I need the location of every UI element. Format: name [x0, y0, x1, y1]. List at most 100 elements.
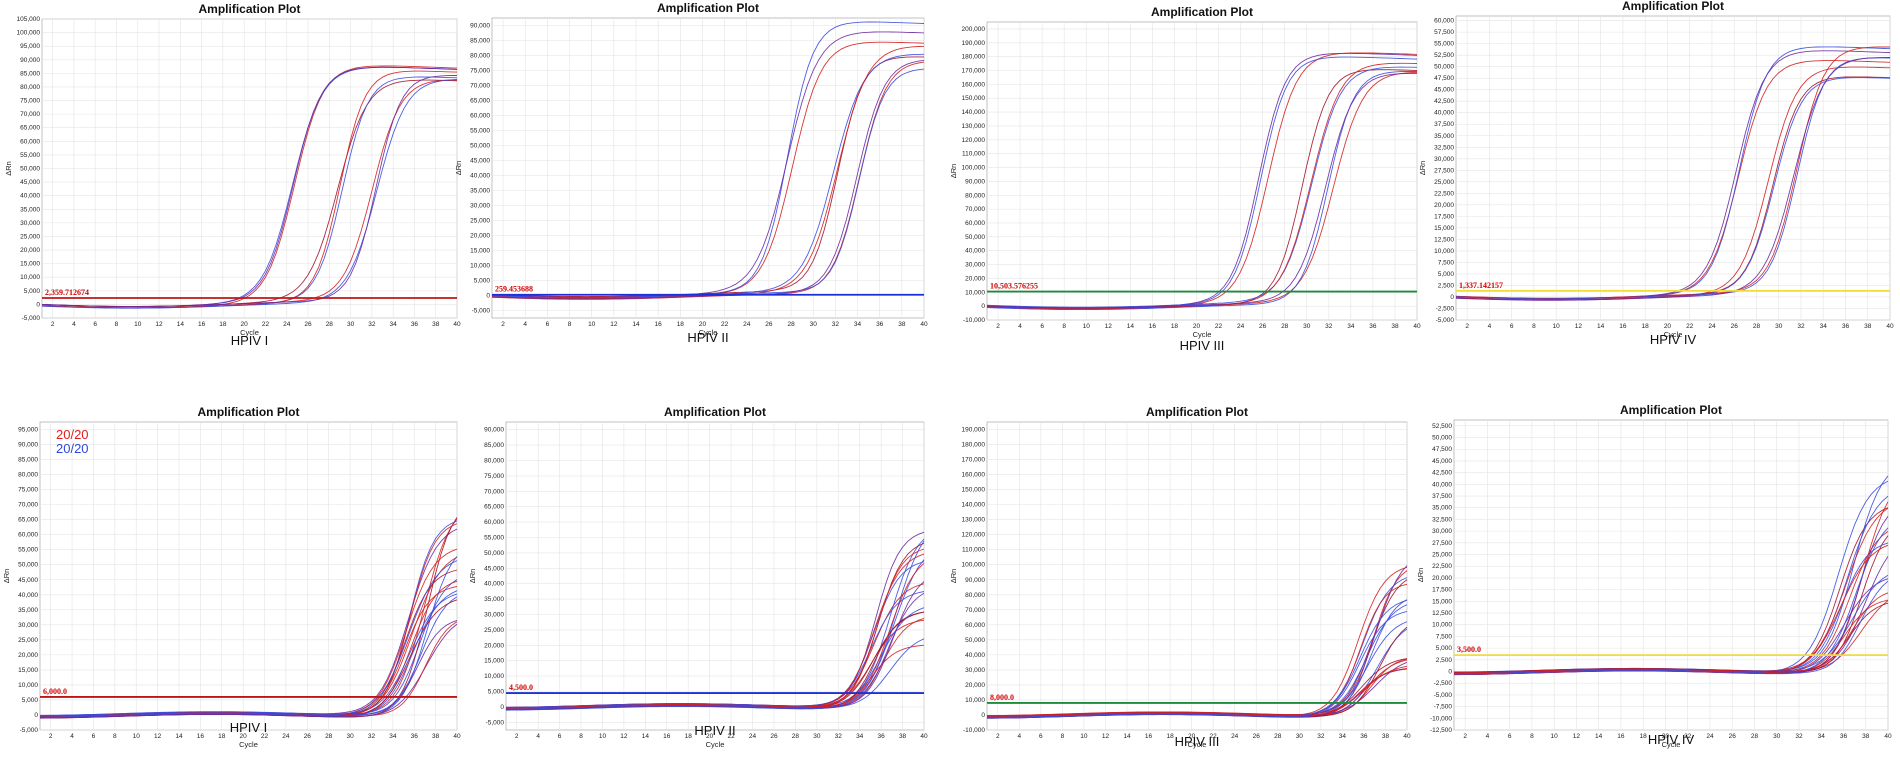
- x-tick-label: 30: [1303, 323, 1311, 330]
- x-tick-label: 16: [1619, 323, 1627, 330]
- amplification-curve: [1455, 57, 1890, 301]
- plot-area: [986, 421, 1408, 731]
- x-tick-label: 10: [134, 321, 142, 328]
- y-tick-label: 45,000: [484, 565, 504, 572]
- y-tick-label: -5,000: [20, 727, 39, 734]
- x-tick-label: 8: [115, 321, 119, 328]
- amplification-plot: Amplification Plot -5,000 0 5,000 10,000 15,0…: [454, 1, 928, 345]
- x-tick-label: 24: [1231, 733, 1239, 740]
- y-tick-label: 52,500: [1432, 423, 1452, 430]
- x-axis-label: Cycle: [706, 740, 725, 749]
- x-tick-label: 36: [1840, 733, 1848, 740]
- y-tick-label: 60,000: [965, 220, 985, 227]
- x-tick-label: 16: [1149, 323, 1157, 330]
- y-tick-label: 10,000: [20, 274, 40, 281]
- y-tick-label: 30,000: [965, 667, 985, 674]
- x-tick-label: 28: [1751, 733, 1759, 740]
- y-tick-label: 120,000: [962, 532, 986, 539]
- amplification-curve: [1455, 46, 1891, 299]
- x-tick-label: 20: [699, 321, 707, 328]
- y-tick-label: 15,000: [484, 658, 504, 665]
- amplification-plot: Amplification Plot -10,000 0 10,000 20,000 30…: [949, 405, 1411, 749]
- y-tick-label: 25,000: [1434, 179, 1454, 186]
- y-tick-label: 17,500: [1432, 587, 1452, 594]
- x-tick-label: 34: [390, 321, 398, 328]
- y-tick-label: 85,000: [20, 70, 40, 77]
- y-axis-label: ΔRn: [2, 569, 11, 584]
- x-tick-label: 16: [198, 321, 206, 328]
- y-tick-label: 40,000: [965, 652, 985, 659]
- x-tick-label: 2: [1463, 733, 1467, 740]
- x-tick-label: 14: [1595, 733, 1603, 740]
- x-tick-label: 38: [899, 733, 907, 740]
- x-tick-label: 22: [721, 321, 729, 328]
- x-axis-label: Cycle: [239, 740, 258, 749]
- x-tick-label: 30: [1775, 323, 1783, 330]
- y-tick-label: 55,000: [18, 547, 38, 554]
- panel-caption: HPIV III: [1175, 734, 1220, 749]
- y-tick-label: 70,000: [470, 83, 490, 90]
- threshold-value-label: 10,503.576255: [990, 282, 1038, 291]
- x-tick-label: 12: [1105, 323, 1113, 330]
- y-tick-label: 12,500: [1432, 610, 1452, 617]
- y-tick-label: -5,000: [472, 308, 491, 315]
- x-tick-label: 20: [706, 733, 714, 740]
- x-tick-label: 38: [1864, 323, 1872, 330]
- x-tick-label: 28: [326, 321, 334, 328]
- legend-entry: 20/20: [56, 441, 89, 456]
- amplification-curve: [41, 70, 458, 309]
- amplification-curve: [987, 599, 1408, 718]
- x-tick-label: 2: [515, 733, 519, 740]
- y-tick-label: 15,000: [20, 261, 40, 268]
- y-tick-label: 40,000: [1434, 110, 1454, 117]
- y-tick-label: 50,000: [1434, 64, 1454, 71]
- y-tick-label: 55,000: [484, 535, 504, 542]
- x-tick-label: 34: [854, 321, 862, 328]
- x-axis-label: Cycle: [1193, 330, 1212, 339]
- y-tick-label: 27,500: [1432, 540, 1452, 547]
- y-tick-label: 90,000: [965, 577, 985, 584]
- y-tick-label: 5,000: [1438, 271, 1455, 278]
- y-tick-label: 35,000: [1432, 505, 1452, 512]
- amplification-plot: Amplification Plot -5,000 0 5,000 10,000 15,0…: [2, 405, 461, 749]
- x-tick-label: 26: [770, 733, 778, 740]
- plot-title: Amplification Plot: [1620, 403, 1722, 417]
- y-tick-label: 75,000: [20, 98, 40, 105]
- x-tick-label: 32: [1797, 323, 1805, 330]
- y-tick-label: 80,000: [20, 84, 40, 91]
- y-tick-label: 10,000: [965, 697, 985, 704]
- y-axis-label: ΔRn: [4, 161, 13, 176]
- plot-area: [1455, 15, 1891, 321]
- x-tick-label: 2: [501, 321, 505, 328]
- y-tick-label: 25,000: [20, 233, 40, 240]
- x-tick-label: 4: [523, 321, 527, 328]
- x-tick-label: 36: [411, 321, 419, 328]
- y-tick-label: 150,000: [962, 487, 986, 494]
- x-tick-label: 38: [1382, 733, 1390, 740]
- x-tick-label: 2: [996, 733, 1000, 740]
- x-tick-label: 8: [1530, 733, 1534, 740]
- y-tick-label: 32,500: [1434, 144, 1454, 151]
- y-tick-label: 2,500: [1436, 657, 1453, 664]
- x-tick-label: 8: [579, 733, 583, 740]
- y-tick-label: 47,500: [1432, 446, 1452, 453]
- legend-entry: 20/20: [56, 427, 89, 442]
- y-tick-label: 7,500: [1438, 259, 1455, 266]
- y-tick-label: 35,000: [1434, 133, 1454, 140]
- amplification-curve: [1454, 592, 1889, 674]
- x-tick-label: 18: [1640, 733, 1648, 740]
- x-tick-label: 2: [51, 321, 55, 328]
- y-tick-label: 55,000: [1434, 41, 1454, 48]
- y-tick-label: 45,000: [1432, 458, 1452, 465]
- x-tick-label: 32: [832, 321, 840, 328]
- y-tick-label: 5,000: [24, 288, 41, 295]
- y-tick-label: 0: [500, 704, 504, 711]
- y-tick-label: 25,000: [18, 637, 38, 644]
- plot-title: Amplification Plot: [664, 405, 766, 419]
- y-tick-label: -10,000: [1430, 715, 1452, 722]
- x-tick-label: 12: [1102, 733, 1110, 740]
- y-tick-label: 200,000: [962, 26, 986, 33]
- y-tick-label: -5,000: [1436, 317, 1455, 324]
- x-tick-label: 24: [743, 321, 751, 328]
- x-tick-label: 34: [389, 733, 397, 740]
